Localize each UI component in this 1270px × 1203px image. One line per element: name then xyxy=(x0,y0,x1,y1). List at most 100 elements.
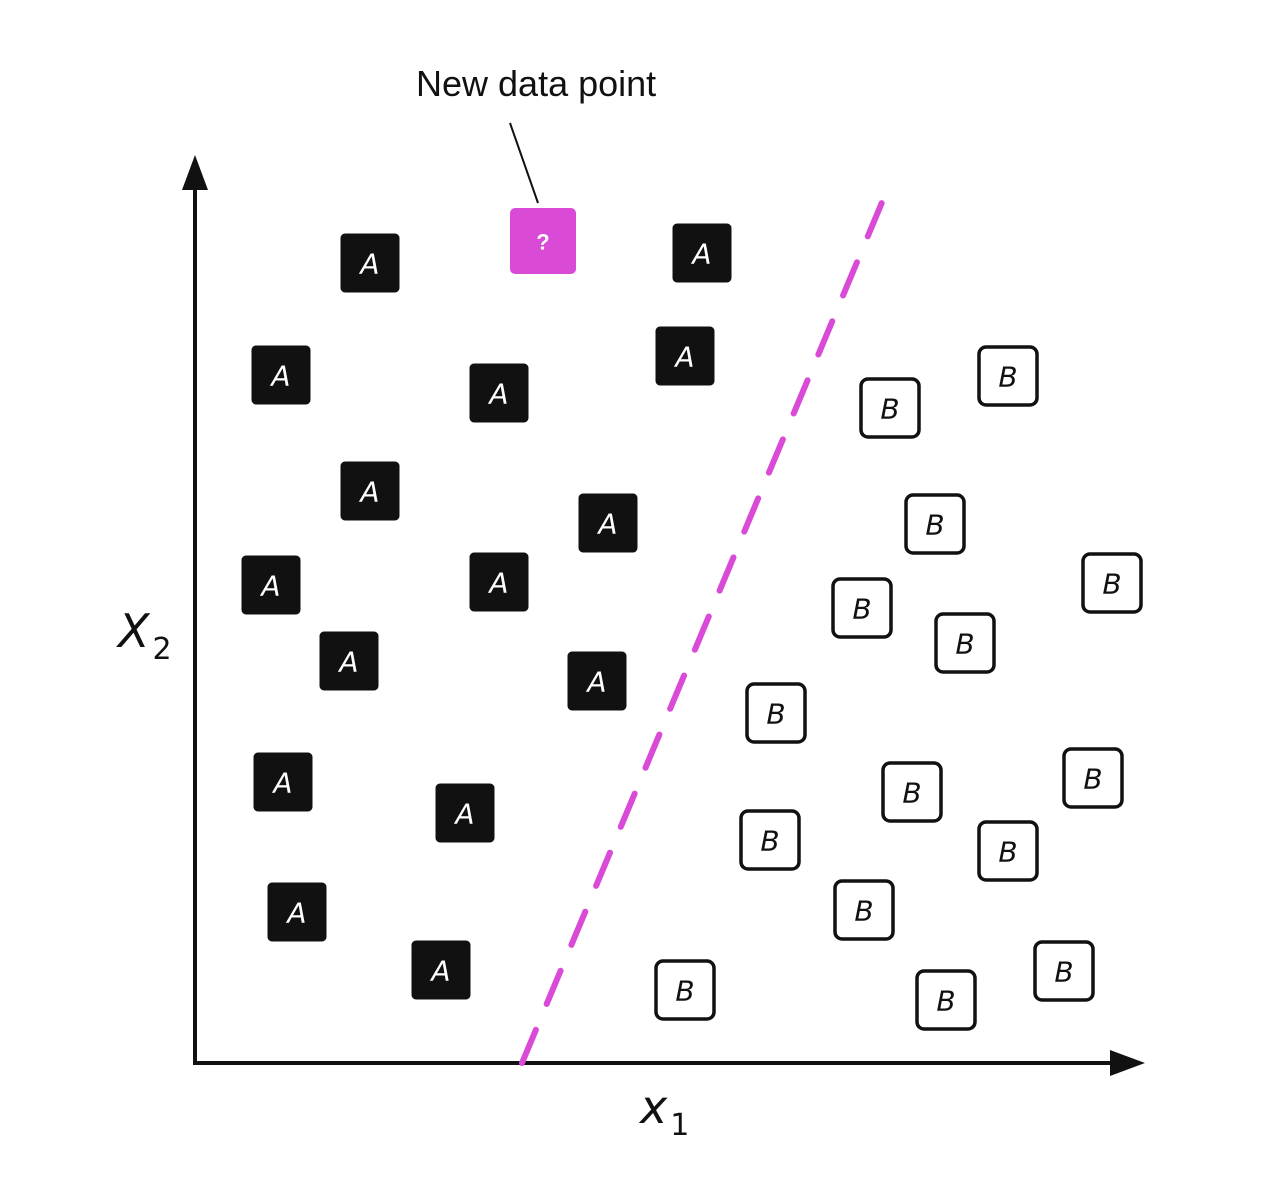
class-b-marker xyxy=(859,377,921,439)
class-b-marker xyxy=(881,761,943,823)
class-a-label: A xyxy=(487,567,508,600)
class-a-point: A xyxy=(655,326,715,386)
class-a-marker xyxy=(241,555,301,615)
class-b-point: B xyxy=(977,345,1039,407)
class-b-label: B xyxy=(880,393,899,426)
class-b-marker xyxy=(745,682,807,744)
y-axis-variable: X xyxy=(118,604,150,658)
class-b-label: B xyxy=(1102,568,1121,601)
class-b-point: B xyxy=(934,612,996,674)
new-data-point-symbol: ? xyxy=(536,230,549,255)
class-a-marker xyxy=(253,752,313,812)
class-b-point: B xyxy=(1062,747,1124,809)
class-b-marker xyxy=(977,820,1039,882)
class-a-marker xyxy=(567,651,627,711)
x-axis-subscript: 1 xyxy=(670,1108,690,1143)
class-a-point: A xyxy=(319,631,379,691)
class-b-label: B xyxy=(902,777,921,810)
class-b-label: B xyxy=(760,825,779,858)
class-a-point: A xyxy=(469,552,529,612)
y-axis-arrowhead xyxy=(182,155,208,190)
class-a-point: A xyxy=(469,363,529,423)
class-b-label: B xyxy=(1054,956,1073,989)
class-b-marker xyxy=(1062,747,1124,809)
class-a-label: A xyxy=(596,508,617,541)
class-b-label: B xyxy=(925,509,944,542)
class-b-label: B xyxy=(955,628,974,661)
class-b-marker xyxy=(977,345,1039,407)
class-a-marker xyxy=(578,493,638,553)
class-a-label: A xyxy=(337,646,358,679)
class-b-label: B xyxy=(766,698,785,731)
class-a-point: A xyxy=(340,461,400,521)
class-a-marker xyxy=(469,552,529,612)
class-b-point: B xyxy=(831,577,893,639)
class-a-label: A xyxy=(259,570,280,603)
new-data-point: ? xyxy=(510,208,576,274)
class-a-point: A xyxy=(267,882,327,942)
class-b-label: B xyxy=(936,985,955,1018)
class-b-marker xyxy=(904,493,966,555)
class-b-point: B xyxy=(833,879,895,941)
class-a-marker xyxy=(319,631,379,691)
points-layer: A A A A A A A A A A A A A A A B B B B B B B B B B B B B B B? xyxy=(241,208,1143,1031)
class-a-point: A xyxy=(241,555,301,615)
class-a-point: A xyxy=(578,493,638,553)
class-b-point: B xyxy=(1081,552,1143,614)
class-a-point: A xyxy=(672,223,732,283)
callout-leader-line xyxy=(509,122,539,204)
class-b-marker xyxy=(934,612,996,674)
class-b-marker xyxy=(654,959,716,1021)
class-a-point: A xyxy=(253,752,313,812)
class-a-marker xyxy=(655,326,715,386)
class-b-point: B xyxy=(977,820,1039,882)
class-b-marker xyxy=(833,879,895,941)
class-a-point: A xyxy=(340,233,400,293)
class-a-label: A xyxy=(453,798,474,831)
class-a-marker xyxy=(340,233,400,293)
class-a-label: A xyxy=(673,341,694,374)
class-b-point: B xyxy=(915,969,977,1031)
class-a-point: A xyxy=(411,940,471,1000)
x-axis-variable: x xyxy=(640,1080,668,1134)
new-data-point-marker xyxy=(510,208,576,274)
class-a-point: A xyxy=(435,783,495,843)
class-b-label: B xyxy=(998,836,1017,869)
class-a-label: A xyxy=(358,248,379,281)
class-a-point: A xyxy=(251,345,311,405)
class-a-label: A xyxy=(585,666,606,699)
class-a-point: A xyxy=(567,651,627,711)
class-b-label: B xyxy=(852,593,871,626)
class-a-marker xyxy=(411,940,471,1000)
class-a-label: A xyxy=(358,476,379,509)
class-a-label: A xyxy=(429,955,450,988)
class-b-point: B xyxy=(745,682,807,744)
class-a-marker xyxy=(340,461,400,521)
y-axis-subscript: 2 xyxy=(152,632,172,667)
class-a-label: A xyxy=(285,897,306,930)
class-b-marker xyxy=(1033,940,1095,1002)
class-b-point: B xyxy=(904,493,966,555)
class-a-label: A xyxy=(487,378,508,411)
class-a-label: A xyxy=(690,238,711,271)
class-b-point: B xyxy=(881,761,943,823)
class-a-label: A xyxy=(269,360,290,393)
class-b-marker xyxy=(831,577,893,639)
class-b-point: B xyxy=(859,377,921,439)
class-b-label: B xyxy=(854,895,873,928)
decision-boundary xyxy=(519,185,891,1066)
class-b-label: B xyxy=(1083,763,1102,796)
class-a-marker xyxy=(435,783,495,843)
class-b-point: B xyxy=(654,959,716,1021)
new-data-point-label: New data point xyxy=(416,63,657,104)
class-b-marker xyxy=(739,809,801,871)
x-axis-arrowhead xyxy=(1110,1050,1145,1076)
class-a-marker xyxy=(251,345,311,405)
class-b-marker xyxy=(915,969,977,1031)
class-b-label: B xyxy=(998,361,1017,394)
class-a-marker xyxy=(469,363,529,423)
